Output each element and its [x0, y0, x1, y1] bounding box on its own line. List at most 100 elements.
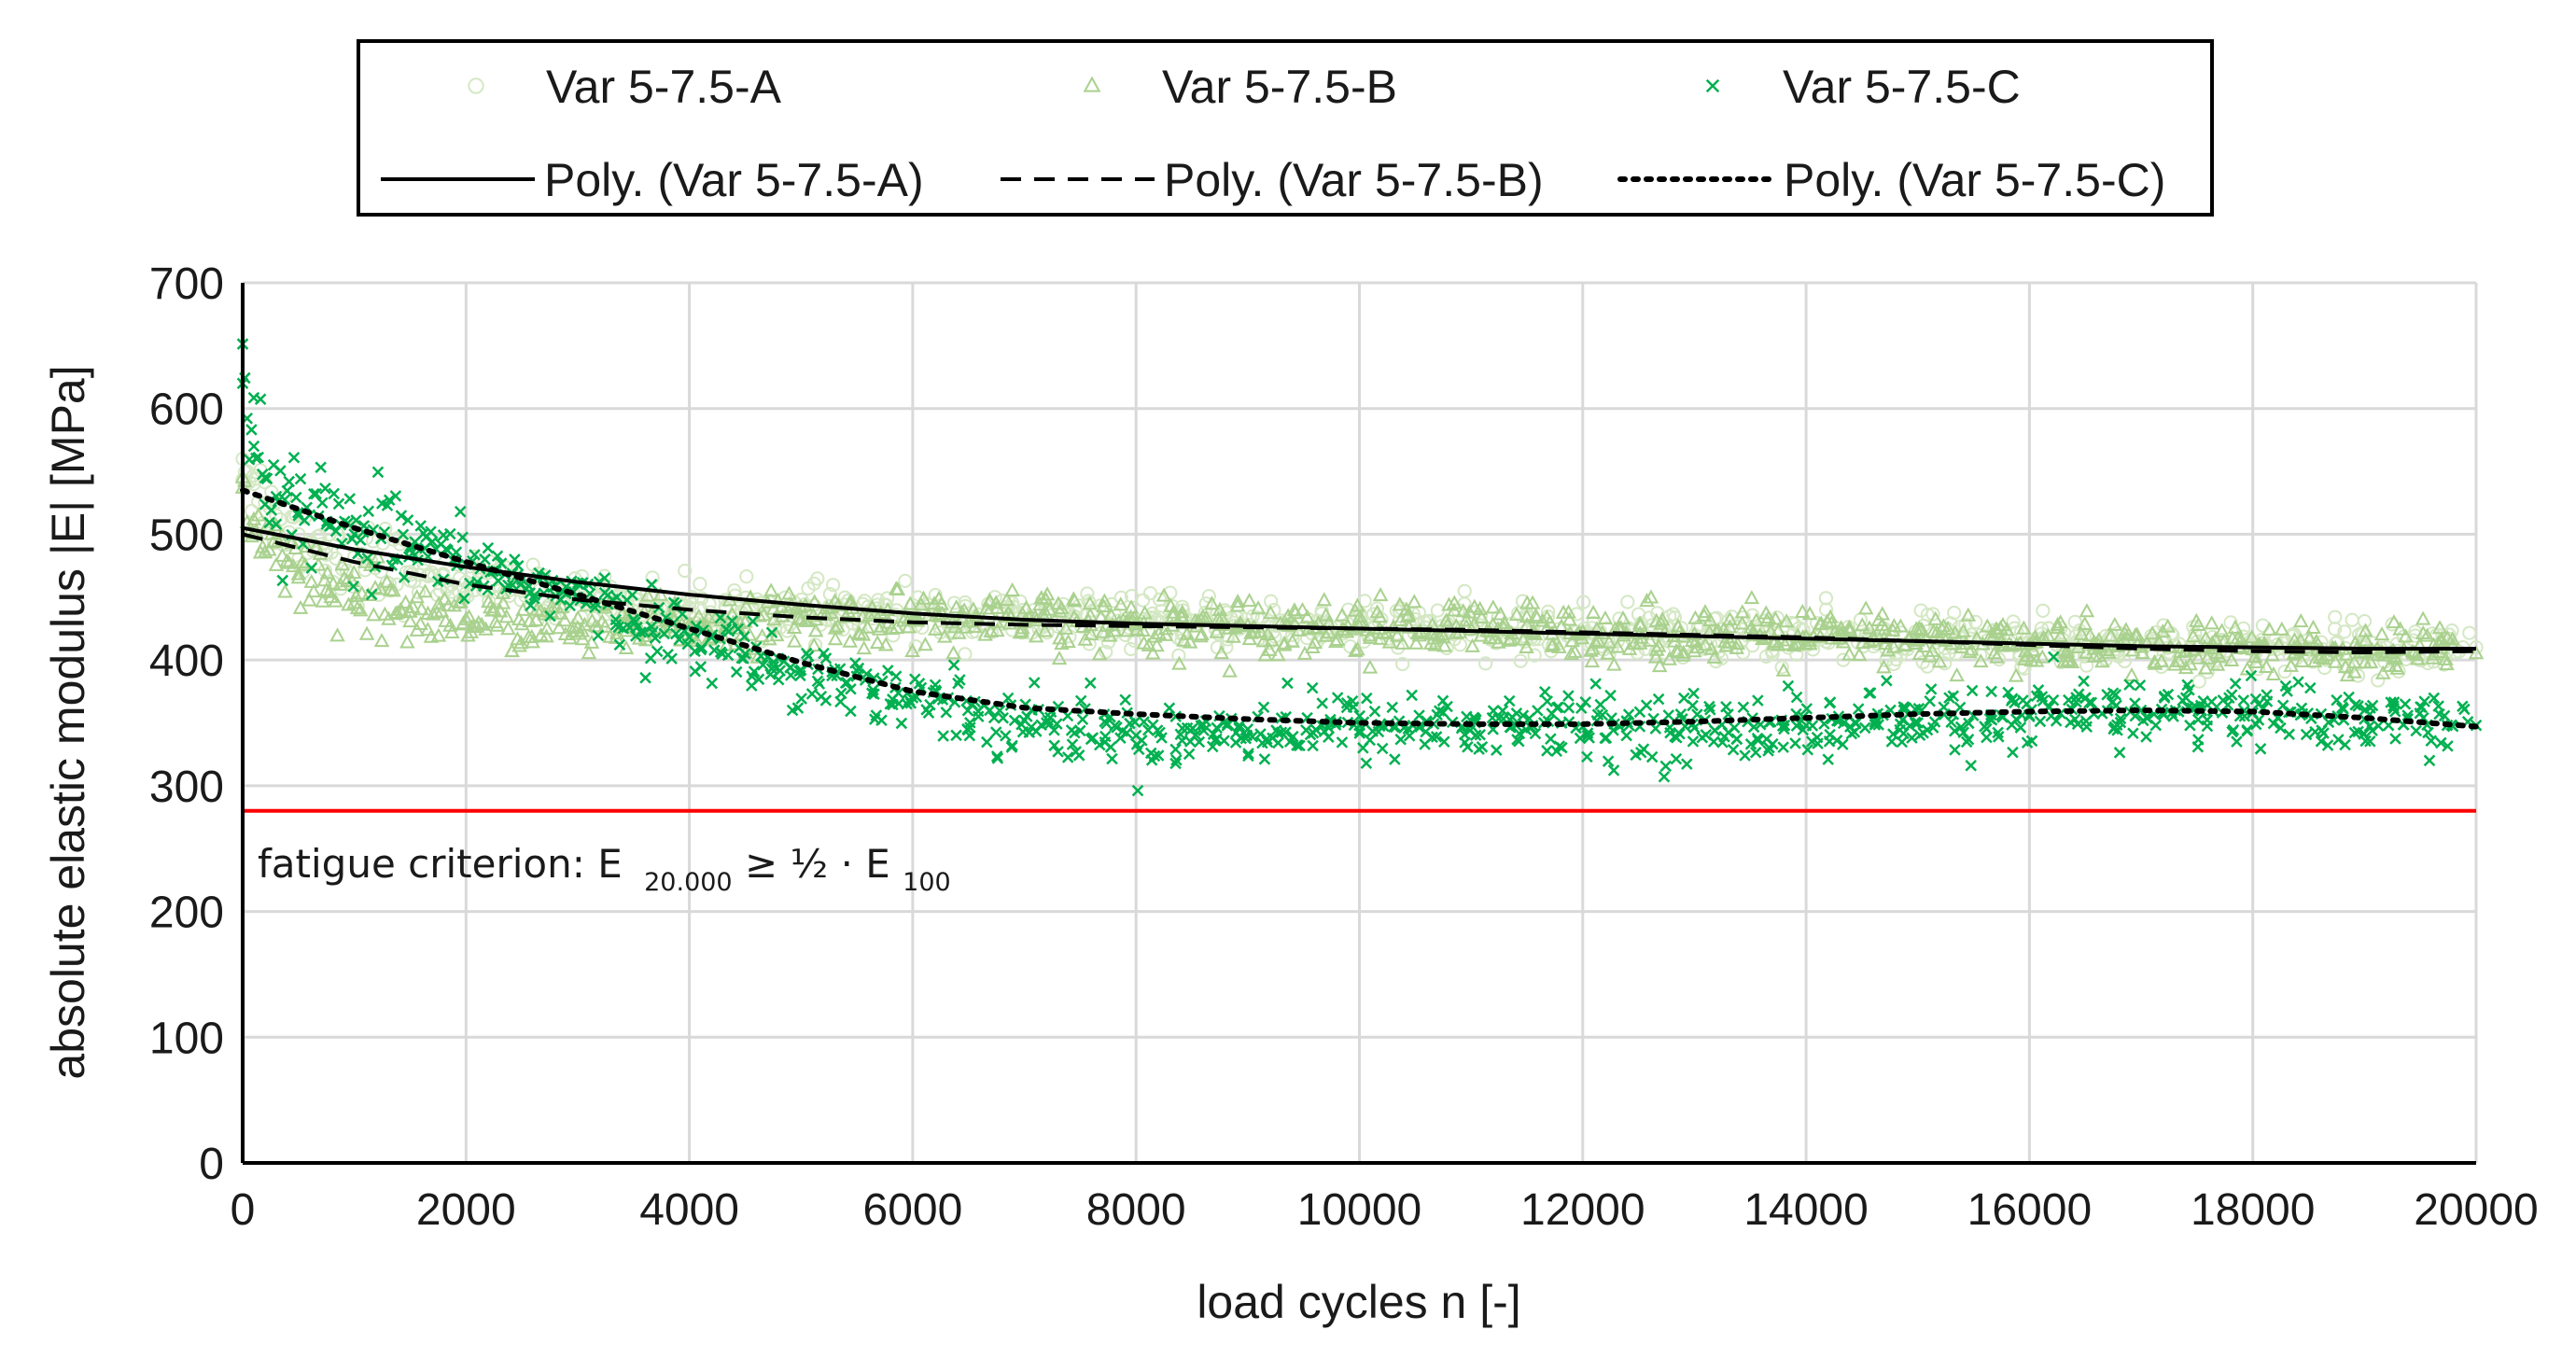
data-point — [802, 650, 815, 663]
data-point — [2444, 631, 2460, 646]
data-point — [2002, 686, 2014, 699]
data-point — [1794, 603, 1811, 618]
data-point — [1654, 611, 1671, 626]
data-point — [1360, 757, 1373, 770]
data-point — [1242, 748, 1254, 760]
data-point — [875, 714, 888, 727]
data-point — [1474, 609, 1490, 624]
data-point — [845, 705, 857, 718]
annotation-mid: ≥ ½ · E — [745, 841, 890, 887]
data-point — [2265, 665, 2282, 680]
data-point — [739, 569, 754, 584]
data-point — [245, 424, 258, 436]
data-point — [1455, 603, 1472, 618]
data-point — [1631, 615, 1648, 630]
x-axis-label: load cycles n [-] — [1197, 1276, 1520, 1328]
data-point — [2083, 696, 2095, 709]
data-point — [2423, 754, 2436, 767]
data-point — [500, 621, 516, 636]
data-point — [1399, 608, 1416, 623]
data-point — [1675, 644, 1691, 659]
data-point — [460, 627, 476, 642]
data-point — [884, 621, 900, 636]
data-point — [1222, 663, 1238, 678]
data-point — [673, 633, 686, 646]
data-point — [482, 541, 495, 554]
data-point — [495, 595, 511, 609]
data-point — [2079, 603, 2095, 618]
data-point — [1652, 693, 1665, 706]
data-point — [2007, 746, 2019, 759]
data-point — [2199, 650, 2216, 665]
data-point — [788, 601, 805, 616]
data-point — [1478, 656, 1493, 671]
data-point — [1925, 642, 1940, 657]
data-point — [2052, 614, 2068, 629]
data-point — [1171, 655, 1187, 670]
data-point — [950, 729, 962, 742]
data-point — [1706, 649, 1723, 664]
data-point — [1749, 746, 1762, 759]
data-point — [319, 483, 331, 495]
data-point — [948, 599, 964, 614]
data-point — [2207, 631, 2224, 646]
data-point — [1291, 739, 1303, 751]
data-point — [774, 665, 787, 677]
data-point — [1657, 645, 1672, 660]
data-point — [2050, 616, 2065, 631]
data-point — [1674, 707, 1687, 721]
data-point — [2050, 715, 2063, 727]
data-point — [1486, 711, 1499, 724]
data-point — [498, 609, 515, 623]
data-point — [1519, 609, 1535, 623]
data-point — [1364, 734, 1377, 747]
data-point — [1012, 624, 1029, 639]
data-point — [402, 613, 418, 628]
data-point — [774, 598, 790, 613]
trendline-dotted — [240, 487, 2479, 730]
data-point — [1426, 731, 1438, 744]
data-point — [2192, 734, 2205, 746]
data-point — [1634, 746, 1647, 759]
data-point — [1550, 745, 1562, 757]
data-point — [1294, 739, 1306, 752]
data-point — [882, 665, 894, 677]
data-point — [1734, 615, 1750, 630]
data-point — [274, 547, 290, 562]
data-point — [1771, 623, 1786, 637]
data-point — [1949, 667, 1965, 682]
data-point — [2127, 727, 2139, 739]
data-point — [2201, 720, 2214, 733]
series-point — [292, 509, 305, 522]
x-tick-label: 18000 — [2191, 1185, 2315, 1235]
data-point — [1948, 647, 1964, 662]
data-point — [1004, 581, 1020, 596]
data-point — [2106, 696, 2119, 709]
data-point — [395, 510, 408, 522]
data-point — [1607, 724, 1619, 736]
data-point — [695, 641, 708, 654]
data-point — [2144, 625, 2161, 640]
data-point — [1563, 646, 1579, 661]
data-point — [1585, 604, 1602, 620]
data-point — [1394, 635, 1411, 650]
data-point — [2283, 657, 2299, 672]
data-point — [1949, 724, 1961, 737]
data-point — [1510, 707, 1523, 720]
data-point — [453, 594, 469, 609]
data-point — [454, 505, 467, 518]
data-point — [1057, 620, 1074, 635]
data-point — [1894, 723, 1906, 736]
data-point — [786, 619, 803, 635]
data-point — [1155, 587, 1172, 602]
data-point — [2410, 724, 2422, 737]
data-point — [259, 517, 275, 532]
data-point — [2030, 690, 2043, 703]
data-point — [2070, 695, 2082, 708]
series-2-points — [234, 469, 2485, 682]
data-point — [1837, 738, 1849, 750]
data-point — [1861, 620, 1878, 635]
data-point — [2346, 664, 2362, 679]
data-point — [1911, 646, 1928, 661]
data-point — [2274, 621, 2290, 636]
